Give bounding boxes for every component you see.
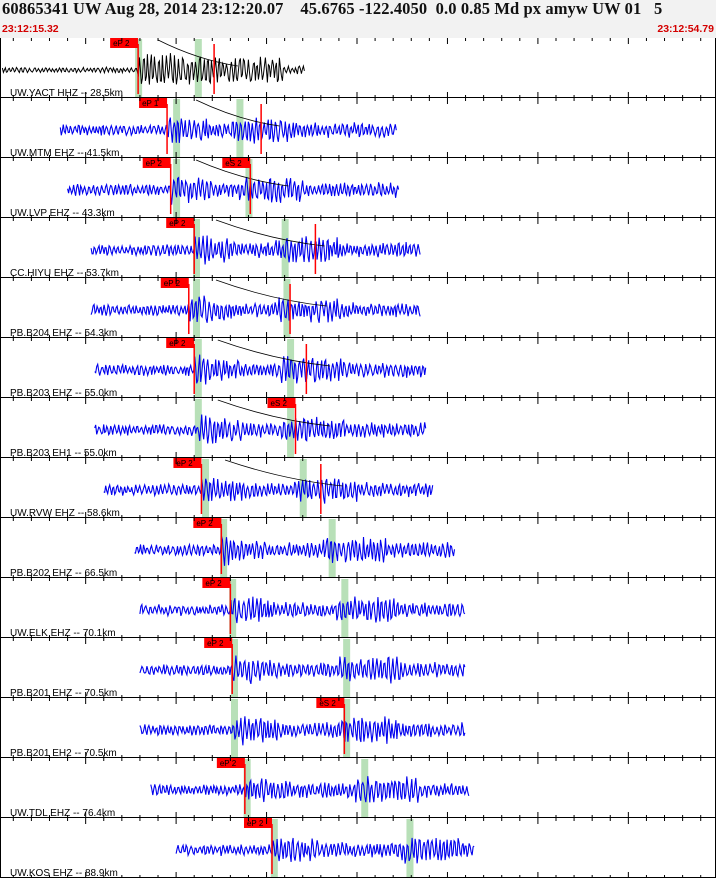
trace-row: eP 2 PB.B201 EHZ -- 70.5km — [0, 638, 716, 699]
pick-tag — [216, 758, 245, 768]
station-label: PB.B202 EHZ -- 66.5km — [10, 568, 117, 579]
station-label: UW.TDL EHZ -- 76.4km — [10, 808, 115, 819]
pick-label: eS 2 — [225, 159, 242, 168]
trace-row: eP 1 UW.MTM EHZ -- 41.5km — [0, 98, 716, 159]
pick-label: eP 2 — [169, 219, 186, 228]
waveform — [139, 716, 466, 746]
waveform — [90, 235, 421, 265]
trace-row: eP 2 UW.YACT HHZ -- 28.5km — [0, 38, 716, 99]
travel-time-curve — [217, 339, 331, 367]
pick-label: eP 2 — [113, 39, 130, 48]
waveform — [175, 837, 475, 864]
pick-tag — [243, 818, 272, 828]
predicted-arrival-band — [243, 759, 251, 817]
pick-tag — [173, 458, 202, 468]
pick-label: eP 2 — [220, 759, 237, 768]
station-label: PB.B201 EH2 -- 70.5km — [10, 748, 117, 759]
pick-label: eP 2 — [169, 339, 186, 348]
pick-tag — [204, 638, 233, 648]
travel-time-curve — [224, 459, 343, 487]
waveform — [59, 117, 397, 144]
station-label: UW.YACT HHZ -- 28.5km — [10, 88, 123, 99]
waveform — [150, 776, 470, 803]
pick-label: eS 2 — [271, 399, 288, 408]
trace-row: eS 2 PB.B203 EH1 -- 55.0km — [0, 398, 716, 459]
pick-label: eP 1 — [142, 99, 159, 108]
pick-tag — [202, 578, 231, 588]
waveform — [103, 478, 434, 504]
trace-row: eP 2 PB.B202 EHZ -- 66.5km — [0, 518, 716, 579]
trace-row: eP 2 PB.B204 EHZ -- 54.3km — [0, 278, 716, 339]
trace-row: eP 2 UW.ELK EHZ -- 70.1km — [0, 578, 716, 639]
pick-tag — [110, 38, 139, 48]
waveform — [1, 53, 305, 85]
pick-label: eP 2 — [176, 459, 193, 468]
pick-tag — [166, 338, 195, 348]
pick-label: eP 2 — [205, 579, 222, 588]
pick-label: eP 2 — [207, 639, 224, 648]
waveform — [94, 354, 427, 385]
station-label: UW.LVP EHZ -- 43.3km — [10, 208, 115, 219]
predicted-arrival-band — [406, 819, 414, 877]
pick-tag — [160, 278, 189, 288]
start-time-label: 23:12:15.32 — [2, 23, 59, 35]
waveform — [139, 655, 466, 685]
pick-tag — [316, 698, 345, 708]
waveform — [139, 596, 466, 624]
trace-row: eP 2 PB.B203 EHZ -- 55.0km — [0, 338, 716, 399]
pick-tag — [139, 98, 168, 108]
station-label: PB.B201 EHZ -- 70.5km — [10, 688, 117, 699]
predicted-arrival-band — [245, 159, 253, 217]
travel-time-curve — [195, 159, 289, 187]
trace-row: eP 2 eS 2 UW.LVP EHZ -- 43.3km — [0, 158, 716, 219]
event-title: 60865341 UW Aug 28, 2014 23:12:20.07 45.… — [2, 0, 663, 18]
pick-tag — [267, 398, 296, 408]
station-label: UW.ELK EHZ -- 70.1km — [10, 628, 116, 639]
station-label: PB.B203 EHZ -- 55.0km — [10, 388, 117, 399]
travel-time-curve — [195, 99, 280, 127]
station-label: UW.RVW EHZ -- 58.6km — [10, 508, 120, 519]
predicted-arrival-band — [229, 579, 237, 637]
predicted-arrival-band — [343, 639, 351, 697]
travel-time-curve — [157, 39, 238, 67]
trace-row: eS 2 PB.B201 EH2 -- 70.5km — [0, 698, 716, 759]
pick-tag — [166, 218, 195, 228]
station-label: PB.B203 EH1 -- 55.0km — [10, 448, 117, 459]
waveform — [90, 295, 421, 323]
station-label: PB.B204 EHZ -- 54.3km — [10, 328, 117, 339]
travel-time-curve — [215, 219, 325, 247]
pick-label: eP 2 — [164, 279, 181, 288]
travel-time-curve — [217, 399, 331, 427]
event-header: 60865341 UW Aug 28, 2014 23:12:20.07 45.… — [0, 0, 716, 38]
predicted-arrival-band — [281, 219, 289, 277]
pick-label: eP 2 — [247, 819, 264, 828]
pick-tag — [193, 518, 222, 528]
trace-row: eP 2 CC.HIYU EHZ -- 53.7km — [0, 218, 716, 279]
pick-tag — [222, 158, 251, 168]
waveform — [94, 414, 427, 444]
waveform — [134, 536, 456, 566]
station-label: UW.MTM EHZ -- 41.5km — [10, 148, 119, 159]
pick-label: eS 2 — [319, 699, 336, 708]
predicted-arrival-band — [341, 579, 349, 637]
station-label: CC.HIYU EHZ -- 53.7km — [10, 268, 119, 279]
trace-row: eP 2 UW.KOS EHZ -- 88.9km — [0, 818, 716, 878]
pick-label: eP 2 — [196, 519, 213, 528]
pick-tag — [142, 158, 171, 168]
travel-time-curve — [215, 279, 327, 307]
predicted-arrival-band — [361, 759, 369, 817]
pick-label: eP 2 — [146, 159, 163, 168]
end-time-label: 23:12:54.79 — [657, 23, 714, 35]
predicted-arrival-band — [220, 519, 228, 577]
seismogram-panel: eP 2 UW.YACT HHZ -- 28.5km eP 1 UW.MTM EHZ … — [0, 38, 716, 878]
waveform — [67, 176, 400, 205]
trace-row: eP 2 UW.RVW EHZ -- 58.6km — [0, 458, 716, 519]
station-label: UW.KOS EHZ -- 88.9km — [10, 868, 118, 878]
trace-row: eP 2 UW.TDL EHZ -- 76.4km — [0, 758, 716, 819]
